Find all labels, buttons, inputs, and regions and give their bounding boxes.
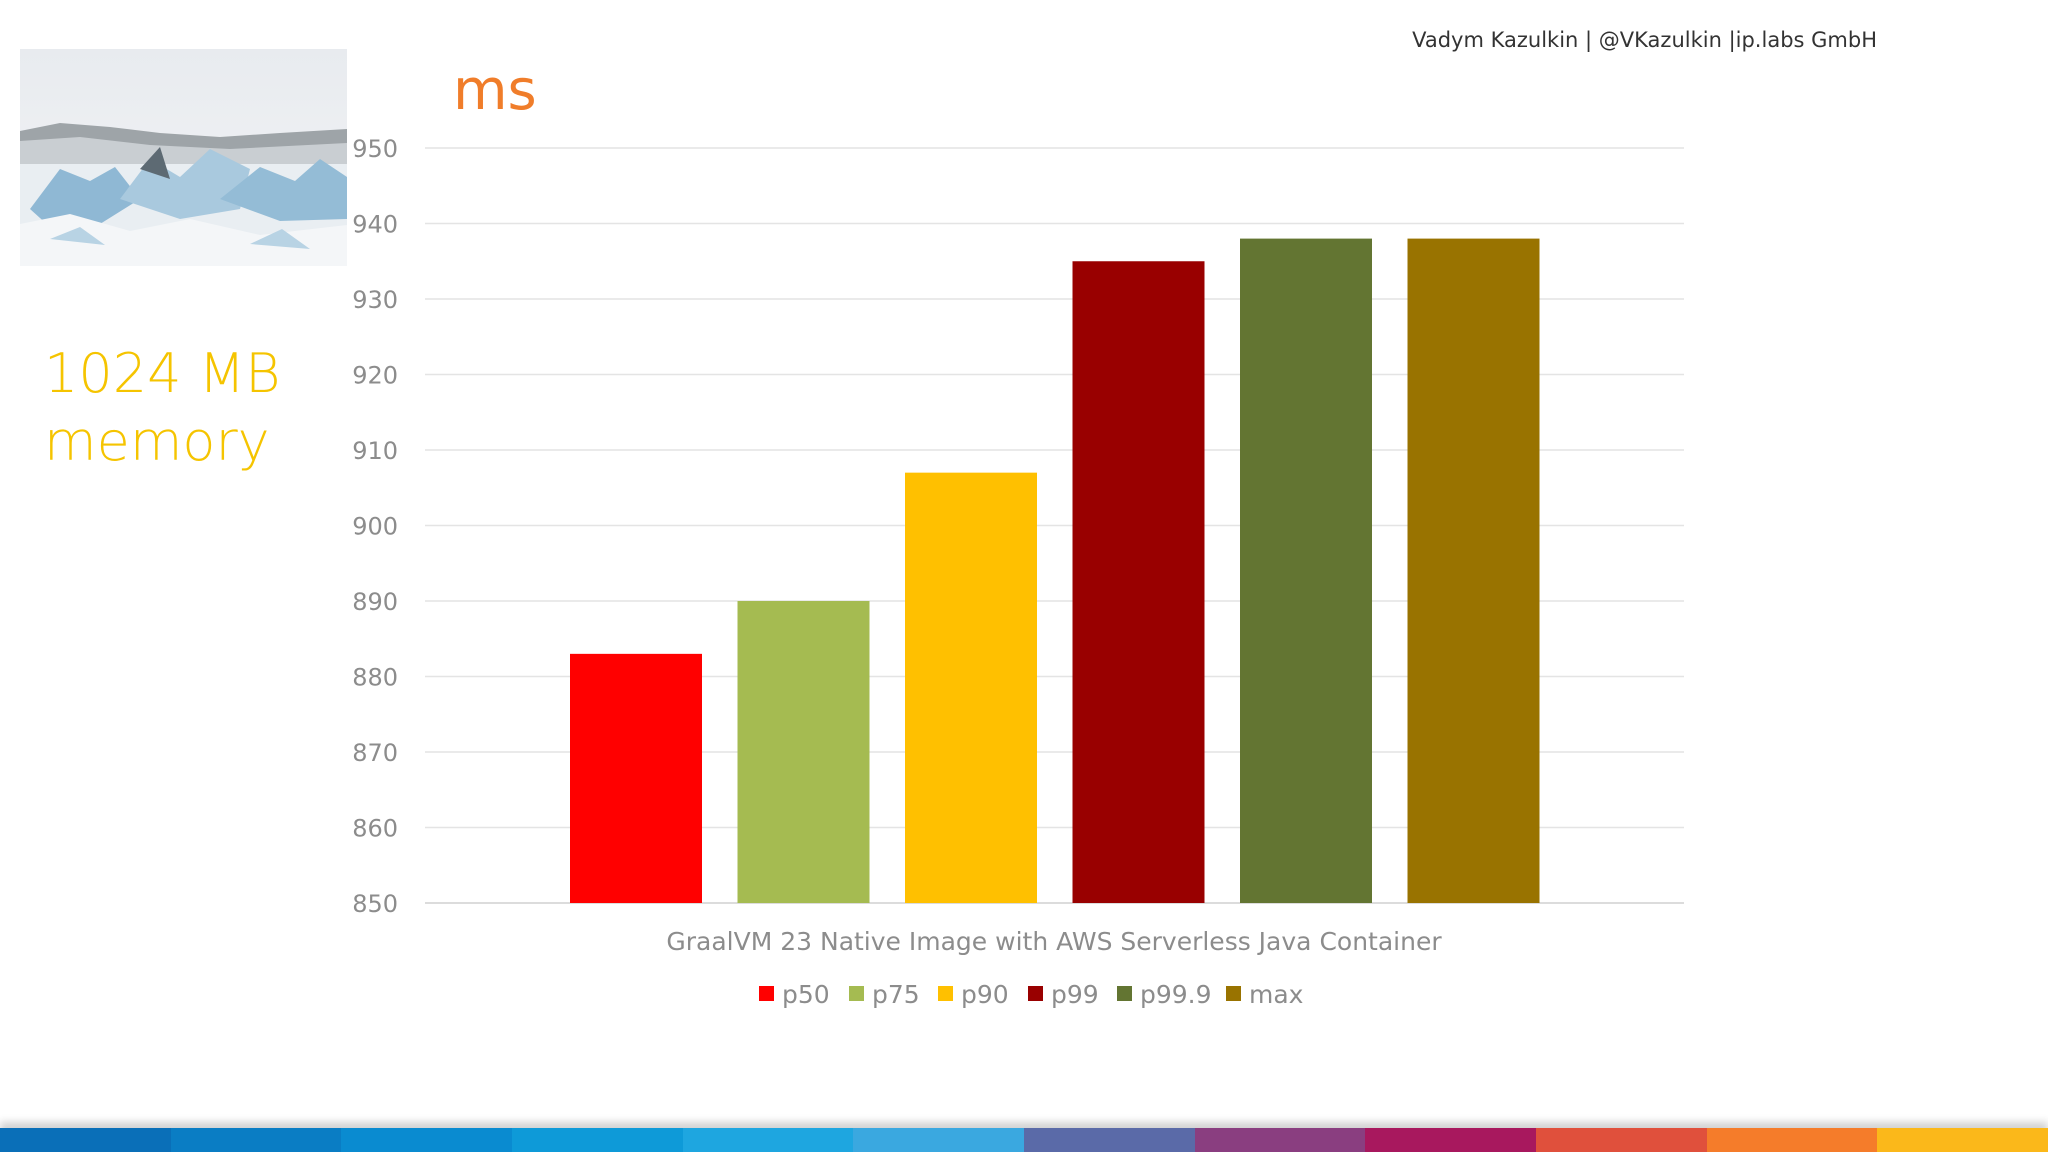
y-tick-label: 910: [352, 437, 398, 465]
footer-color-segment: [170, 1128, 342, 1152]
memory-line-1: 1024 MB: [44, 342, 281, 405]
bar-p75: [737, 601, 870, 903]
y-axis-unit-label: ms: [453, 58, 537, 123]
y-tick-label: 850: [352, 890, 398, 918]
legend-swatch-p50: [759, 986, 774, 1001]
legend-label-p50: p50: [782, 980, 830, 1009]
footer-color-segment: [1194, 1128, 1366, 1152]
footer-color-segment: [1706, 1128, 1878, 1152]
memory-label: 1024 MB memory: [44, 340, 281, 476]
footer-color-segment: [0, 1128, 171, 1152]
footer-color-segment: [341, 1128, 513, 1152]
footer-color-bar: [0, 1128, 2048, 1152]
y-tick-label: 940: [352, 211, 398, 239]
footer-color-segment: [682, 1128, 854, 1152]
legend-label-p99-9: p99.9: [1140, 980, 1212, 1009]
y-tick-label: 950: [352, 135, 398, 163]
legend-label-p99: p99: [1051, 980, 1099, 1009]
footer-color-segment: [512, 1128, 683, 1152]
legend-swatch-max: [1226, 986, 1241, 1001]
footer-color-segment: [1536, 1128, 1707, 1152]
x-axis-label: GraalVM 23 Native Image with AWS Serverl…: [666, 927, 1442, 956]
footer-color-segment: [1365, 1128, 1537, 1152]
legend-swatch-p99: [1028, 986, 1043, 1001]
legend-swatch-p99-9: [1117, 986, 1132, 1001]
author-credit: Vadym Kazulkin | @VKazulkin |ip.labs Gmb…: [1412, 28, 1877, 52]
legend-label-p90: p90: [961, 980, 1009, 1009]
y-tick-label: 920: [352, 362, 398, 390]
y-tick-label: 870: [352, 739, 398, 767]
y-tick-label: 900: [352, 513, 398, 541]
legend-swatch-p75: [849, 986, 864, 1001]
footer-color-segment: [1877, 1128, 2048, 1152]
bar-max: [1407, 238, 1540, 904]
bar-p50: [570, 653, 702, 903]
legend-swatch-p90: [938, 986, 953, 1001]
bar-p99-9: [1240, 238, 1372, 904]
bar-p99: [1072, 261, 1205, 903]
y-tick-label: 860: [352, 815, 398, 843]
y-tick-label: 880: [352, 664, 398, 692]
y-tick-label: 930: [352, 286, 398, 314]
footer-color-segment: [853, 1128, 1025, 1152]
memory-line-2: memory: [44, 410, 270, 473]
glacier-photo: [20, 49, 347, 266]
bar-p90: [905, 472, 1037, 903]
footer-color-segment: [1024, 1128, 1195, 1152]
legend-label-p75: p75: [872, 980, 920, 1009]
legend-label-max: max: [1249, 980, 1303, 1009]
y-tick-label: 890: [352, 588, 398, 616]
